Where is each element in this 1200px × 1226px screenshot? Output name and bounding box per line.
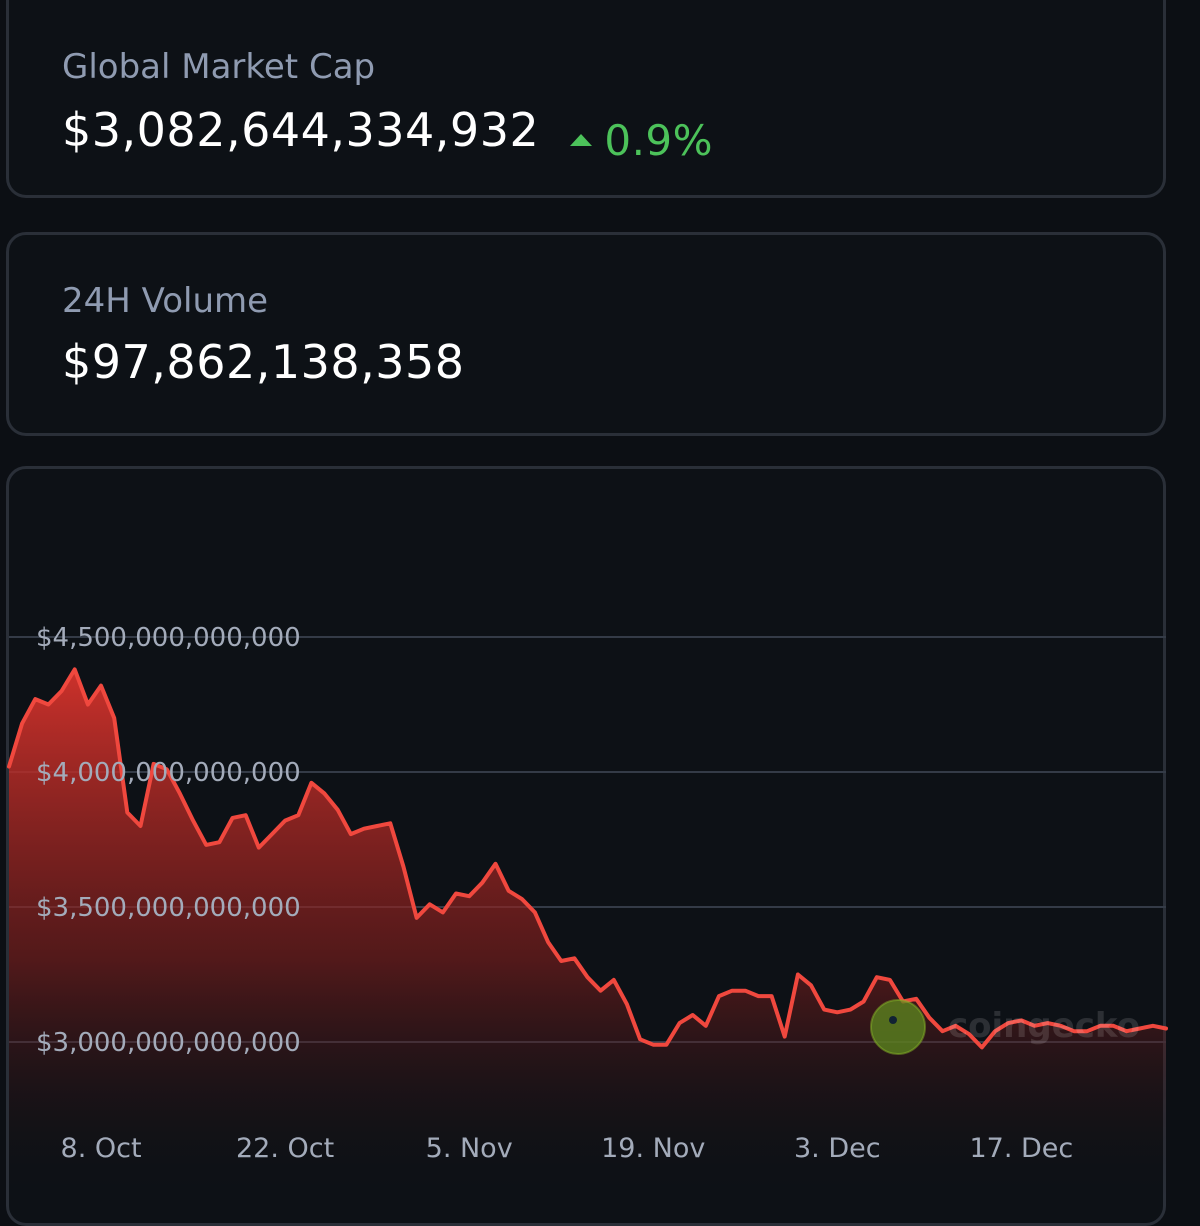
- market-cap-change: 0.9%: [570, 116, 713, 165]
- y-tick-label: $3,500,000,000,000: [36, 893, 301, 923]
- y-axis-ticks: $4,500,000,000,000 $4,000,000,000,000 $3,5…: [36, 623, 301, 1058]
- market-cap-label: Global Market Cap: [62, 47, 376, 87]
- watermark-text: coingecko: [948, 1006, 1140, 1046]
- x-tick-label: 17. Dec: [969, 1133, 1073, 1164]
- x-tick-label: 8. Oct: [61, 1133, 142, 1164]
- market-cap-card[interactable]: Global Market Cap $3,082,644,334,932 0.9…: [6, 0, 1166, 198]
- caret-up-icon: [570, 134, 593, 146]
- coingecko-watermark: coingecko: [870, 999, 1140, 1055]
- volume-value: $97,862,138,358: [62, 335, 465, 389]
- gecko-logo-ring-icon: [870, 999, 926, 1055]
- y-tick-label: $4,500,000,000,000: [36, 623, 301, 653]
- area-fill: [9, 669, 1166, 1200]
- y-tick-label: $4,000,000,000,000: [36, 758, 301, 788]
- market-cap-value: $3,082,644,334,932: [62, 103, 540, 157]
- y-tick-label: $3,000,000,000,000: [36, 1028, 301, 1058]
- x-tick-label: 19. Nov: [601, 1133, 705, 1164]
- volume-label: 24H Volume: [62, 281, 269, 321]
- x-tick-label: 5. Nov: [426, 1133, 513, 1164]
- volume-card[interactable]: 24H Volume $97,862,138,358: [6, 232, 1166, 436]
- x-axis-ticks: 8. Oct 22. Oct 5. Nov 19. Nov 3. Dec 17. Dec: [61, 1133, 1074, 1164]
- series-line: [7, 667, 1168, 1050]
- x-tick-label: 22. Oct: [236, 1133, 334, 1164]
- x-tick-label: 3. Dec: [794, 1133, 881, 1164]
- market-cap-value-row: $3,082,644,334,932 0.9%: [62, 103, 713, 165]
- gecko-eye-icon: [889, 1016, 897, 1024]
- market-cap-chart[interactable]: coingecko $4,500,000,000,000 $4,000,000,0…: [0, 0, 1200, 1200]
- market-cap-change-value: 0.9%: [604, 115, 714, 165]
- gecko-logo-icon: [871, 1000, 925, 1054]
